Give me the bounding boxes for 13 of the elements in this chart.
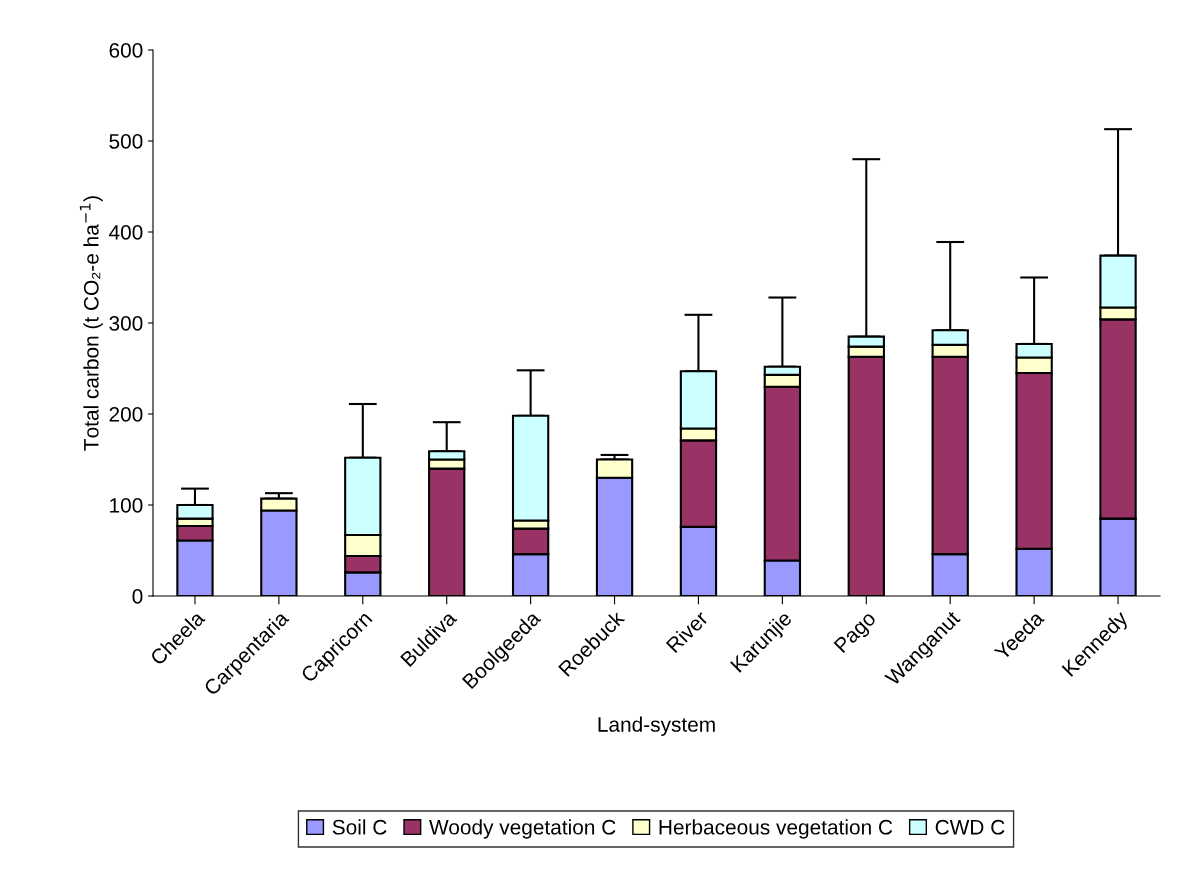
y-tick-label: 500 [109, 134, 143, 149]
x-axis-title: Land-system [598, 716, 715, 736]
y-tick-label: 600 [109, 43, 143, 58]
legend-label: Woody vegetation C [429, 819, 616, 839]
y-tick-label: 400 [109, 225, 143, 240]
y-tick-label: 300 [109, 316, 143, 331]
y-tick-label: 200 [109, 407, 143, 422]
legend-label: CWD C [935, 819, 1005, 835]
y-axis-title: Total carbon (t CO₂-e ha$^{−1}$) [79, 196, 103, 451]
y-tick-label: 100 [110, 498, 143, 513]
legend-label: Soil C [332, 819, 387, 835]
y-tick-label: 0 [132, 589, 143, 604]
legend-label: Herbaceous vegetation C [659, 819, 893, 839]
